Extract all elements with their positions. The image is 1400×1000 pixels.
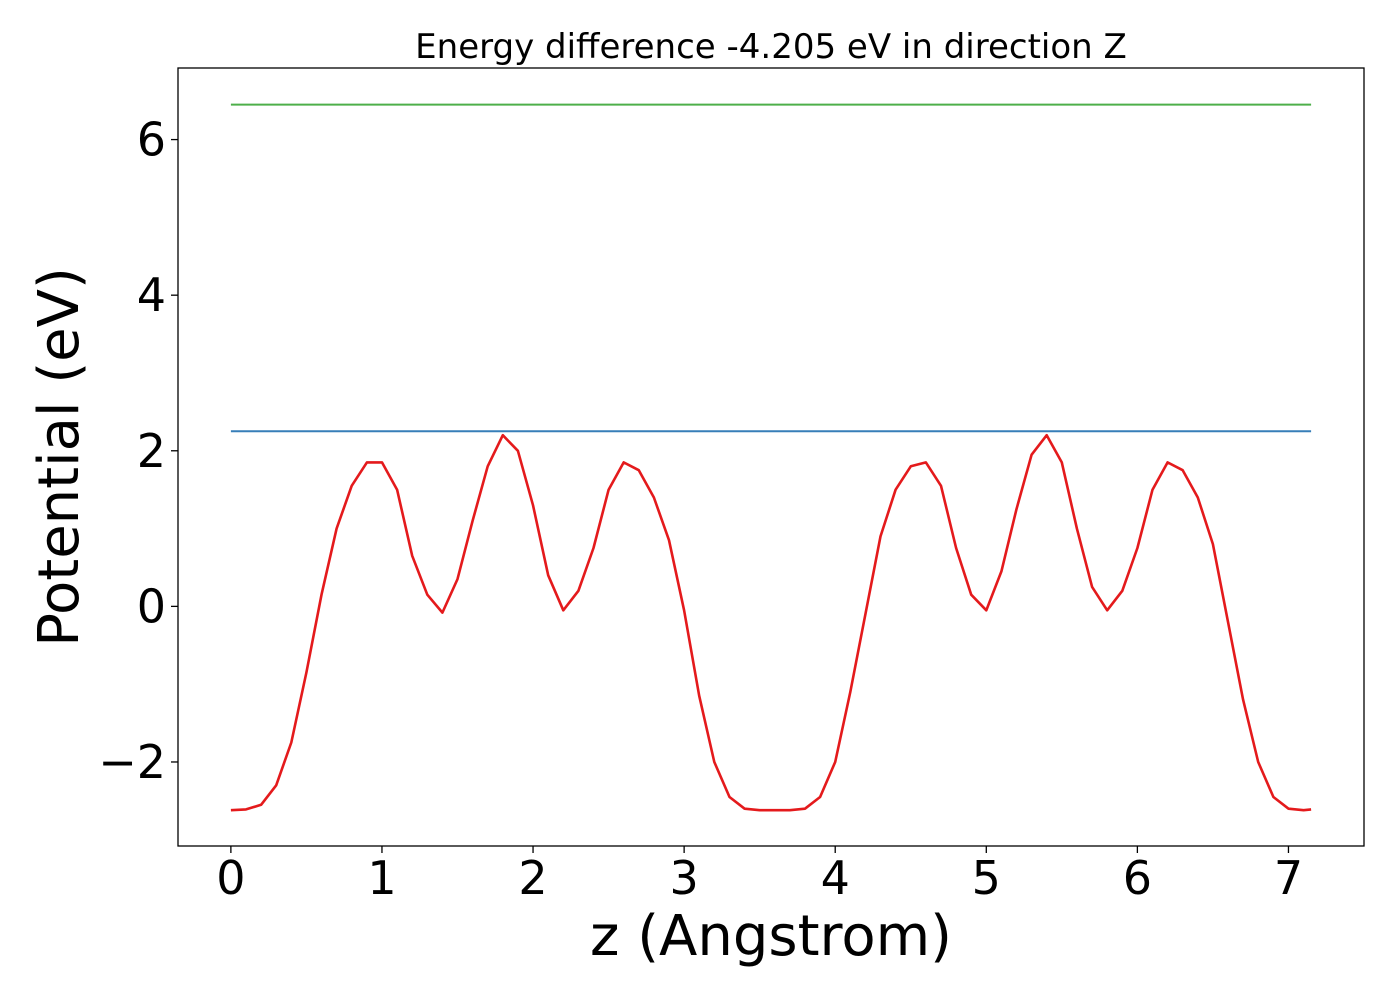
y-tick-label: 2 [137,424,166,478]
x-tick-label: 0 [216,851,245,905]
y-tick-label: −2 [98,735,166,789]
x-axis-title: z (Angstrom) [590,904,952,969]
y-tick-label: 0 [137,579,166,633]
y-axis-title: Potential (eV) [27,267,92,647]
series-line-1 [230,433,1312,812]
plot-area-frame [177,67,1365,847]
chart-title: Energy difference -4.205 eV in direction… [415,27,1127,67]
x-tick-label: 7 [1274,851,1303,905]
x-tick-label: 3 [669,851,698,905]
tick-layer: 0 1 2 3 4 5 6 7 −2 0 2 4 6 [98,113,1303,905]
x-tick-label: 6 [1123,851,1152,905]
x-tick-label: 2 [518,851,547,905]
y-tick-label: 6 [137,113,166,167]
y-tick-label: 4 [137,268,166,322]
x-tick-label: 1 [367,851,396,905]
series-layer [230,103,1312,812]
x-tick-label: 5 [972,851,1001,905]
x-tick-label: 4 [821,851,850,905]
